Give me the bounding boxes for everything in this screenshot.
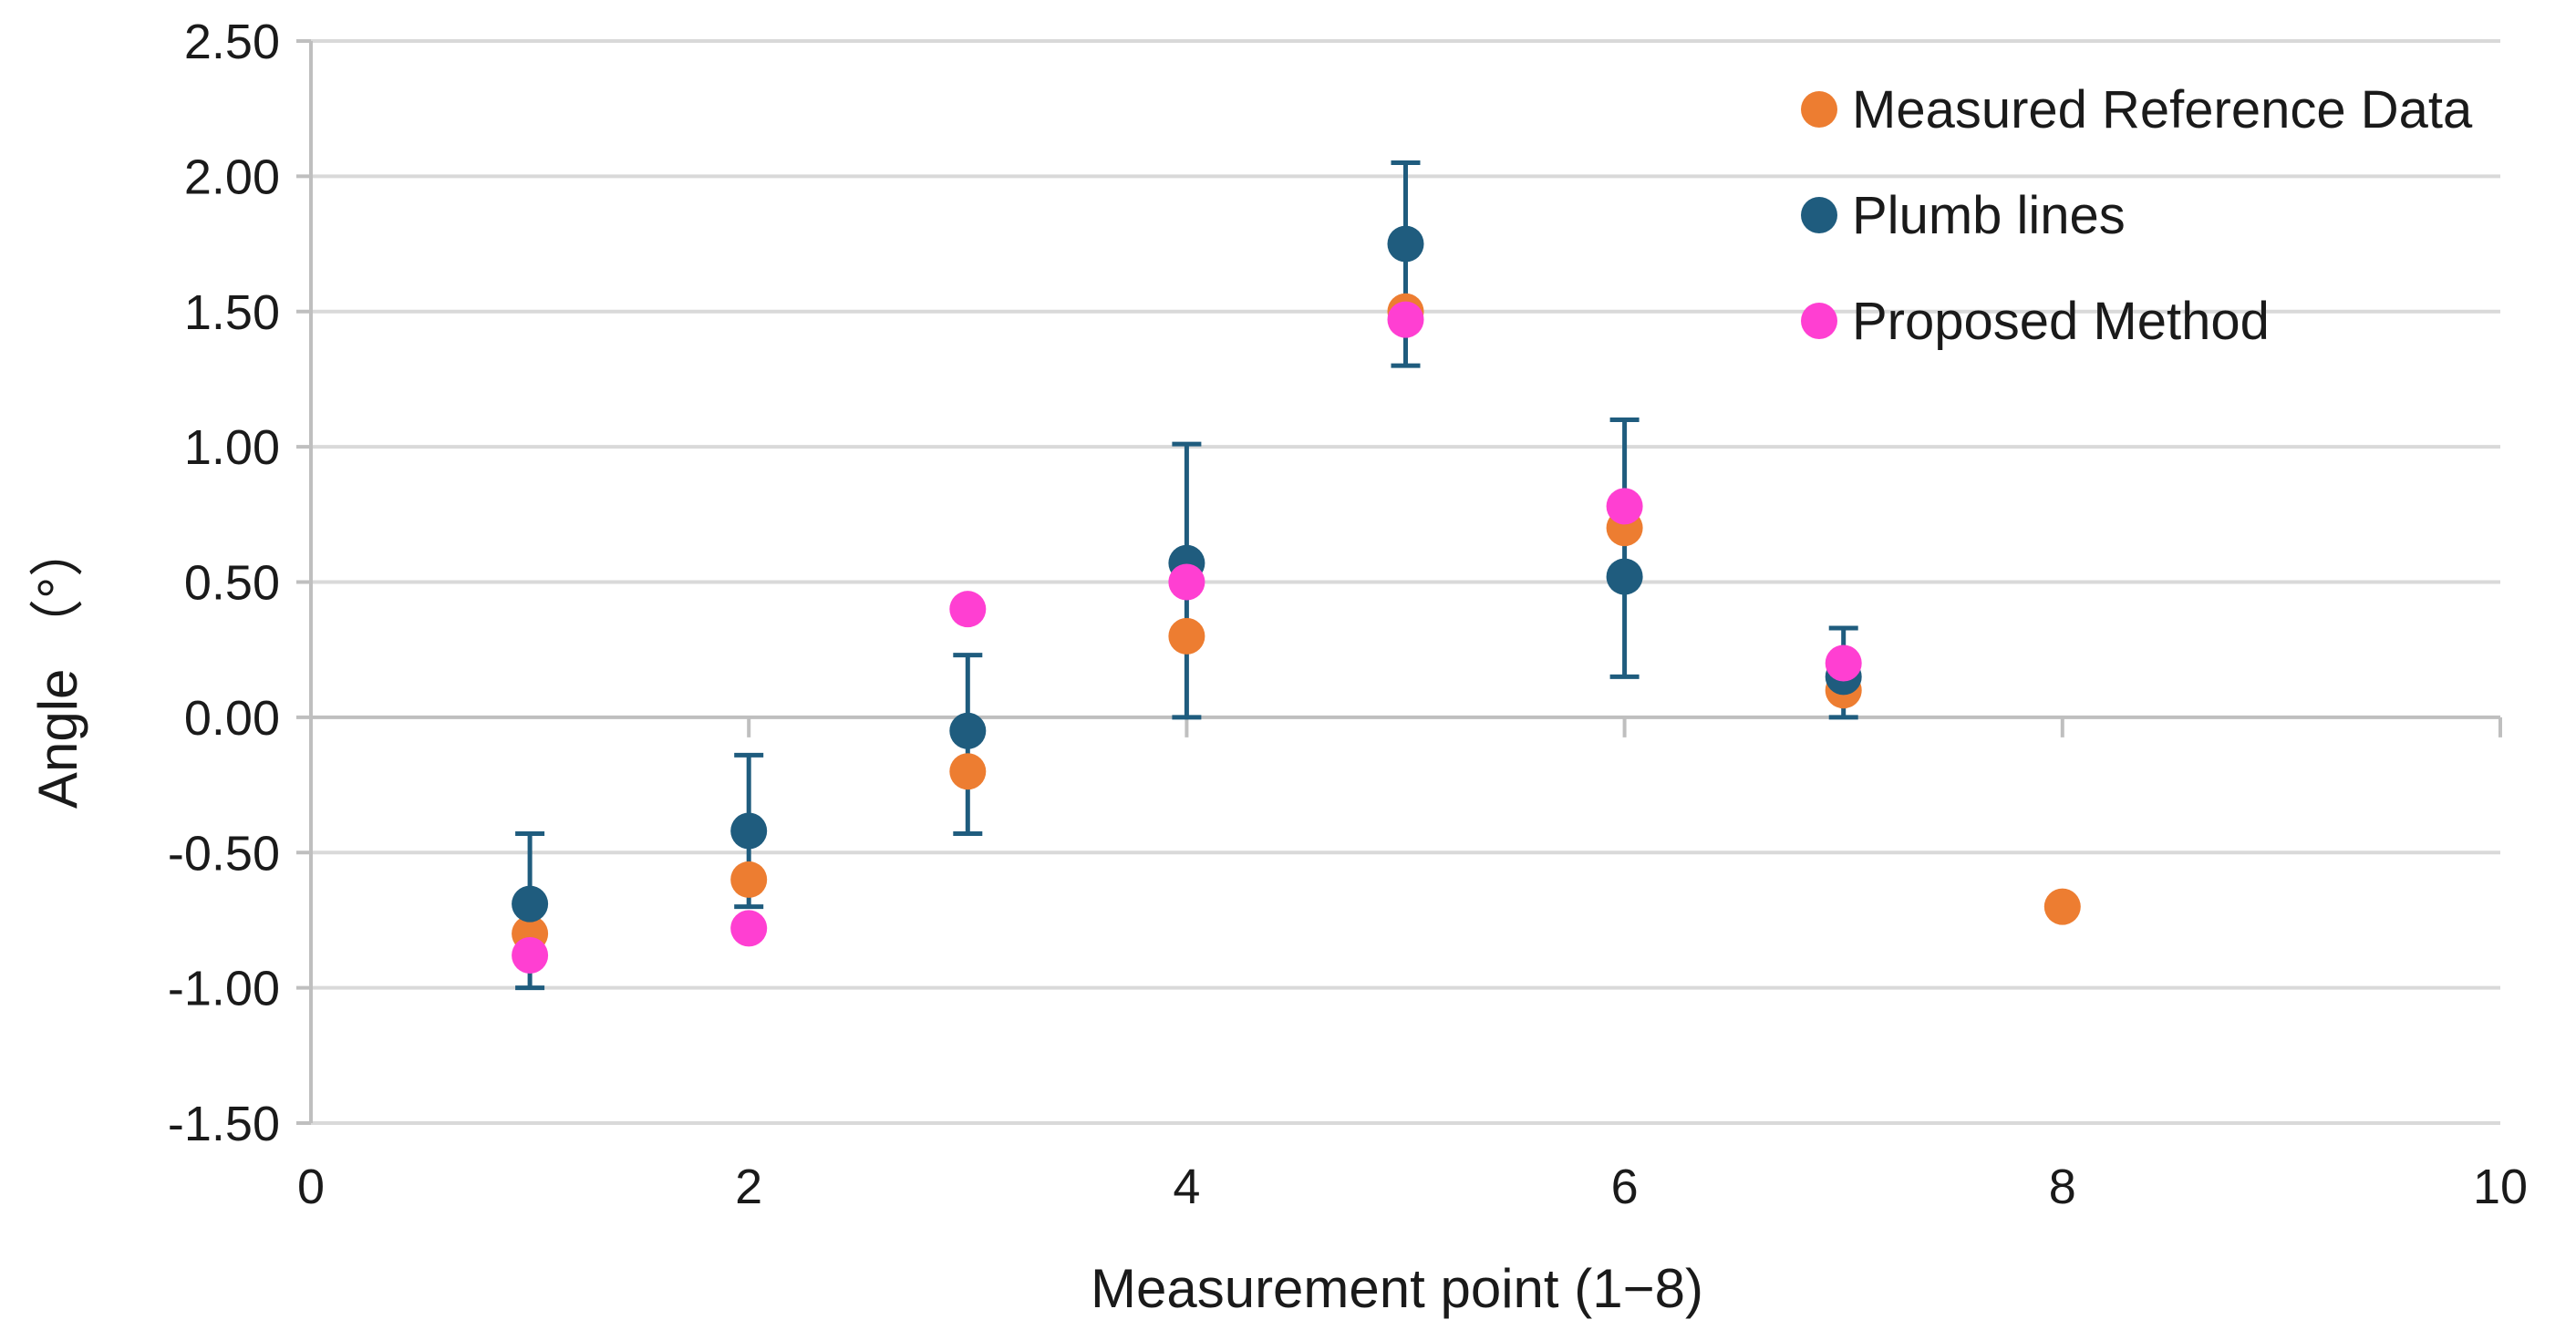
y-tick-label: 2.00 bbox=[184, 149, 280, 204]
y-tick-label: -0.50 bbox=[168, 826, 280, 881]
data-point-proposed-method bbox=[1168, 563, 1205, 601]
y-tick-label: 1.50 bbox=[184, 285, 280, 340]
axes bbox=[296, 39, 2502, 1125]
data-point-proposed-method bbox=[1825, 644, 1862, 682]
legend-label-measured-reference-data: Measured Reference Data bbox=[1852, 80, 2473, 139]
legend-marker-measured-reference-data bbox=[1801, 91, 1837, 128]
data-points bbox=[512, 225, 2081, 974]
data-point-proposed-method bbox=[1387, 301, 1424, 338]
data-point-plumb-lines bbox=[1606, 558, 1643, 595]
y-tick-label: 2.50 bbox=[184, 15, 280, 69]
x-tick-label: 4 bbox=[1173, 1160, 1200, 1214]
data-point-measured-reference-data bbox=[2043, 888, 2081, 925]
y-axis-title: Angle （°） bbox=[27, 522, 88, 809]
data-point-plumb-lines bbox=[1387, 225, 1424, 263]
y-tick-label: 0.50 bbox=[184, 556, 280, 611]
tick-labels: 2.50 2.00 1.50 1.00 0.50 0.00 -0.50 -1.00 -1.50 0… bbox=[168, 15, 2528, 1214]
legend-marker-plumb-lines bbox=[1801, 197, 1837, 233]
y-tick-label: -1.00 bbox=[168, 962, 280, 1016]
legend-label-proposed-method: Proposed Method bbox=[1852, 292, 2270, 351]
legend-label-plumb-lines: Plumb lines bbox=[1852, 186, 2126, 245]
data-point-plumb-lines bbox=[949, 712, 987, 749]
x-tick-label: 6 bbox=[1611, 1160, 1639, 1214]
x-axis-title: Measurement point (1−8) bbox=[1091, 1258, 1703, 1319]
data-point-plumb-lines bbox=[512, 885, 549, 923]
legend: Measured Reference Data Plumb lines Propos… bbox=[1801, 80, 2473, 351]
x-tick-label: 10 bbox=[2473, 1160, 2528, 1214]
y-tick-label: 0.00 bbox=[184, 691, 280, 746]
data-point-plumb-lines bbox=[730, 812, 768, 850]
x-tick-label: 0 bbox=[297, 1160, 325, 1214]
data-point-measured-reference-data bbox=[730, 861, 768, 898]
x-tick-label: 2 bbox=[735, 1160, 762, 1214]
data-point-proposed-method bbox=[1606, 488, 1643, 525]
data-point-measured-reference-data bbox=[949, 753, 987, 790]
data-point-measured-reference-data bbox=[1168, 617, 1205, 655]
data-point-proposed-method bbox=[512, 937, 549, 974]
x-tick-label: 8 bbox=[2049, 1160, 2076, 1214]
data-point-proposed-method bbox=[949, 591, 987, 628]
data-point-proposed-method bbox=[730, 910, 768, 947]
y-tick-label: 1.00 bbox=[184, 420, 280, 475]
y-tick-label: -1.50 bbox=[168, 1097, 280, 1151]
legend-marker-proposed-method bbox=[1801, 303, 1837, 339]
